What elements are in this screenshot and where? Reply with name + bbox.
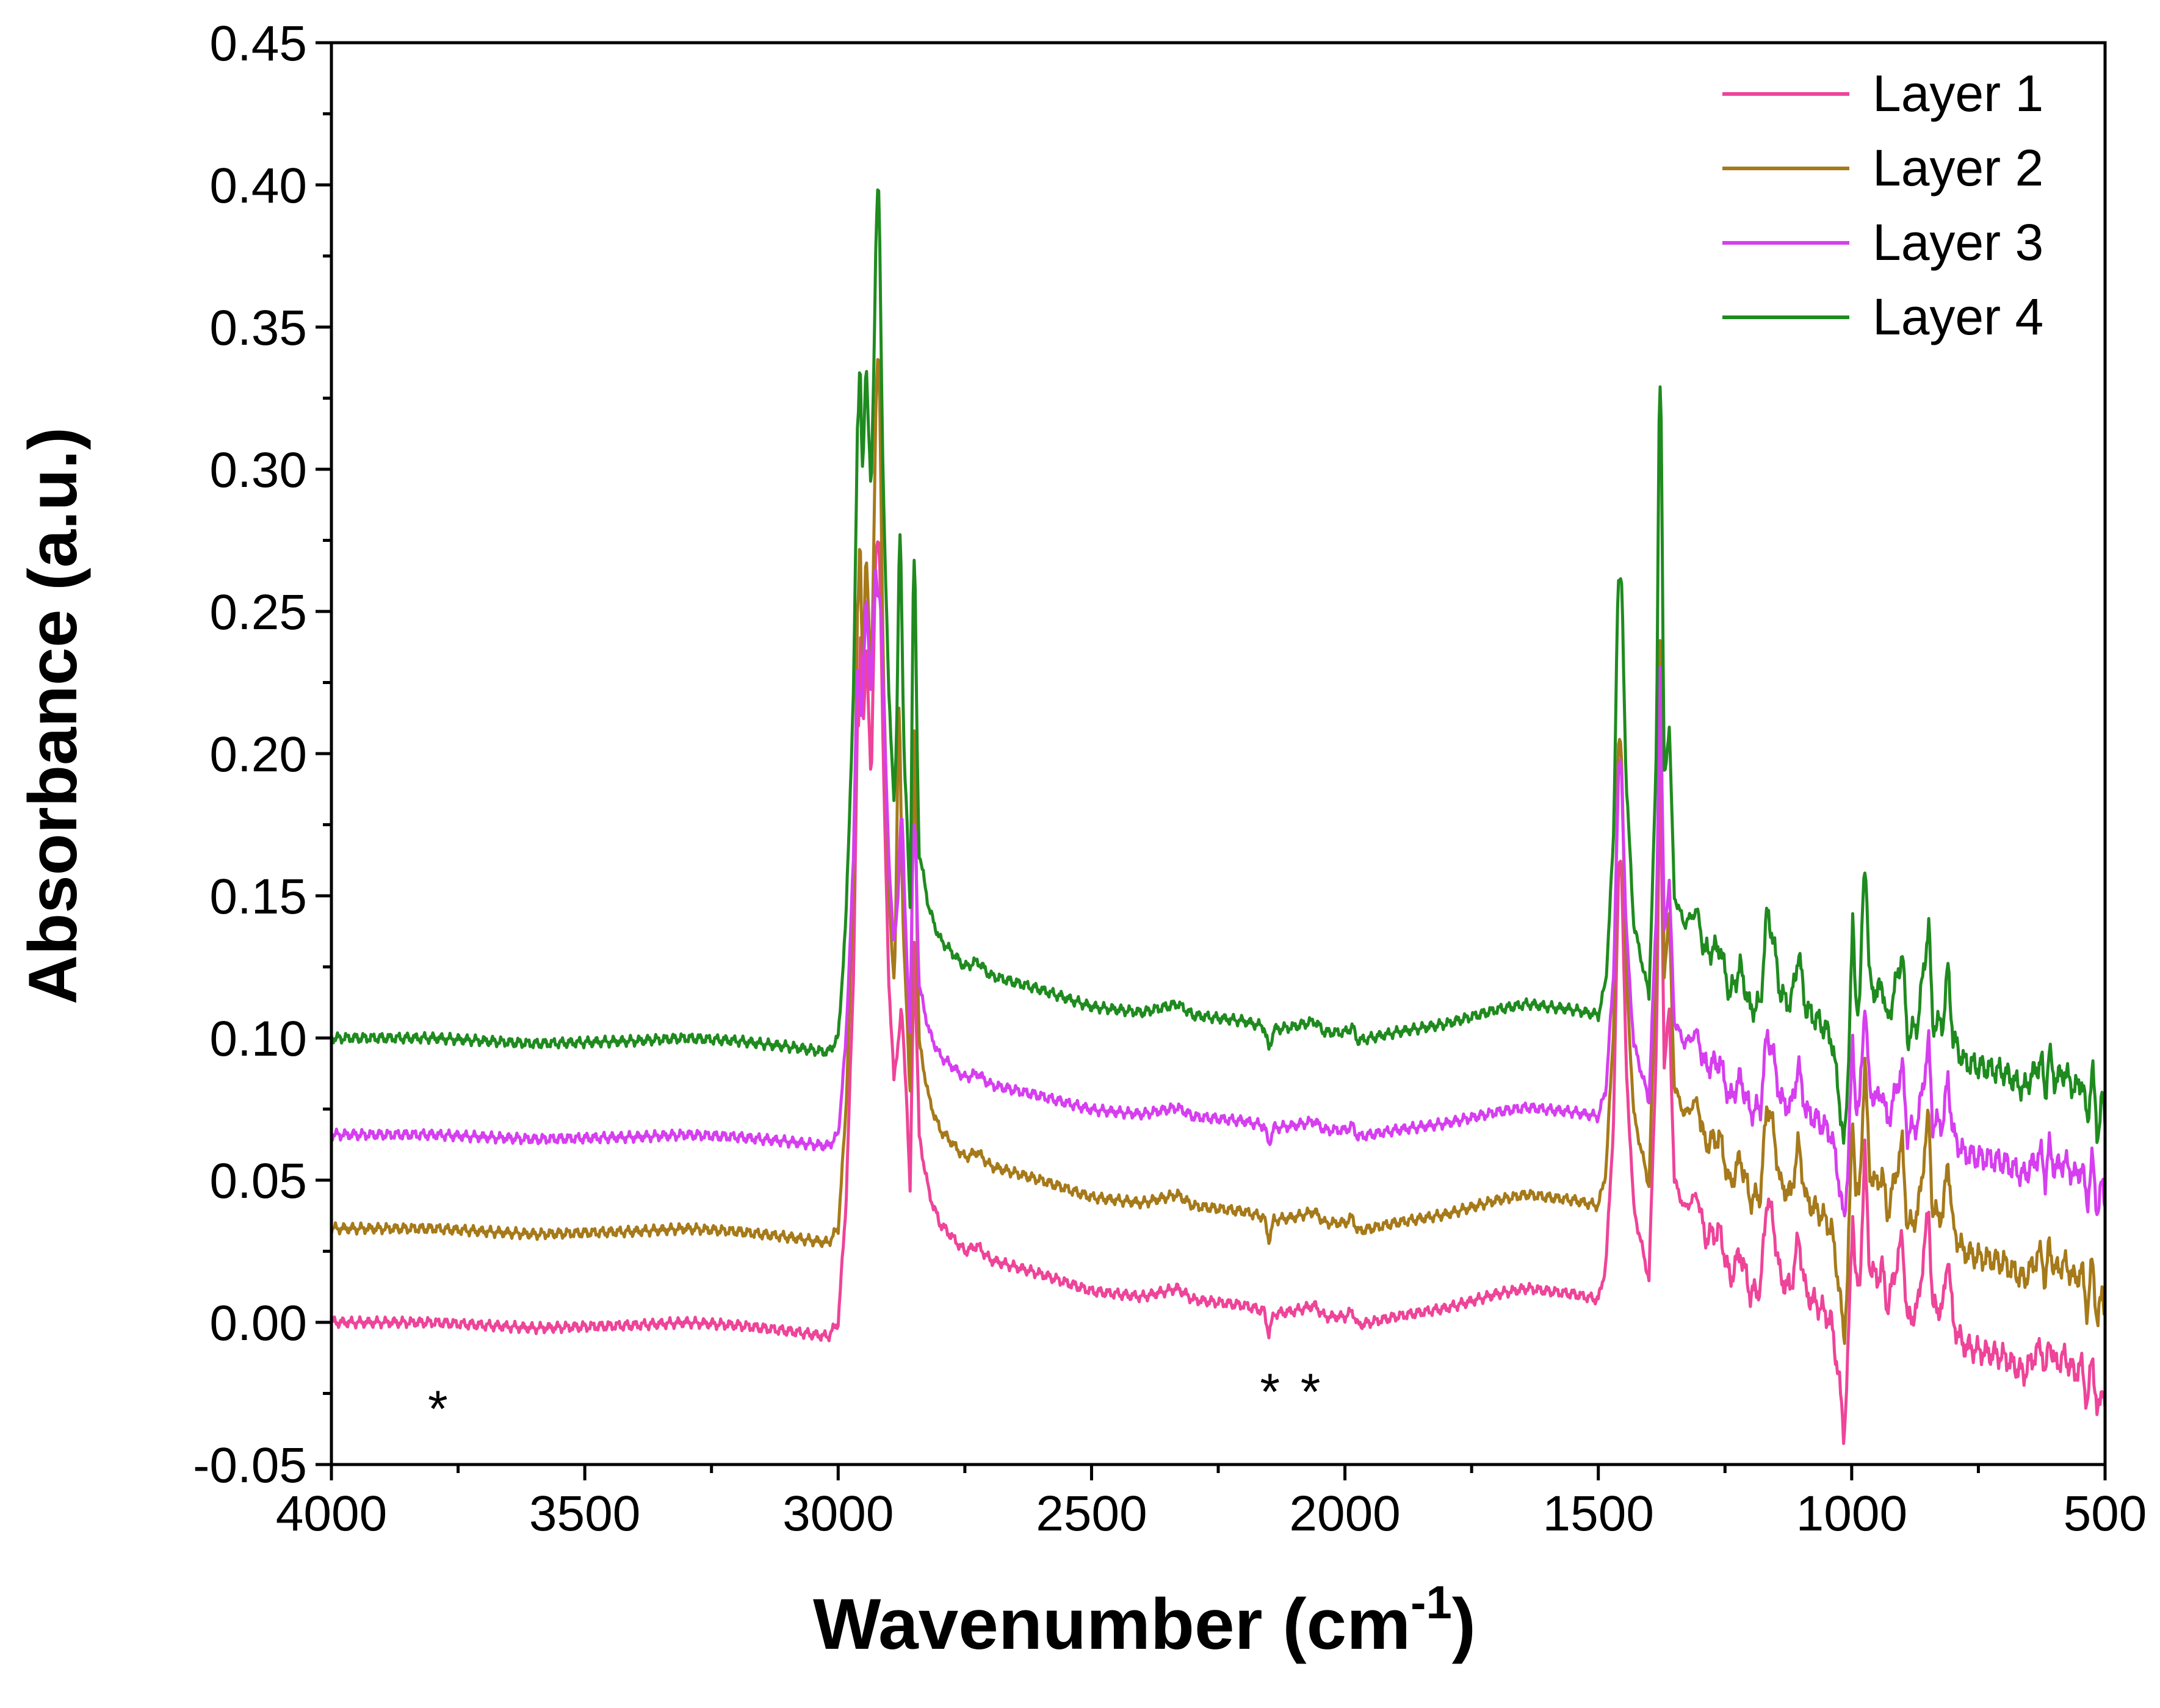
series-line-layer-2 <box>330 358 2106 1346</box>
x-axis-title-superscript: -1 <box>1411 1577 1452 1629</box>
series-line-layer-1 <box>330 540 2107 1445</box>
legend-label-layer-2: Layer 2 <box>1873 139 2043 196</box>
x-axis-title-main: Wavenumber (cm <box>813 1584 1411 1665</box>
x-tick-label: 2000 <box>1289 1486 1400 1541</box>
y-tick-label: 0.30 <box>209 442 307 498</box>
x-axis-title-end: ) <box>1452 1584 1476 1665</box>
x-tick-label: 3500 <box>529 1486 640 1541</box>
y-axis-title: Absorbance (a.u.) <box>15 427 91 1004</box>
y-tick-label: 0.00 <box>209 1295 307 1351</box>
y-tick-label: 0.20 <box>209 727 307 782</box>
legend-label-layer-1: Layer 1 <box>1873 65 2043 122</box>
x-tick-label: 4000 <box>276 1486 387 1541</box>
y-tick-label: 0.35 <box>209 300 307 356</box>
annotations: * * * <box>428 1363 1320 1438</box>
legend-label-layer-3: Layer 3 <box>1873 214 2043 271</box>
x-tick-label: 1500 <box>1543 1486 1654 1541</box>
x-tick-label: 3000 <box>782 1486 894 1541</box>
x-axis-title: Wavenumber (cm-1) <box>813 1577 1476 1665</box>
asterisk-annotation: * <box>1260 1363 1280 1421</box>
y-tick-label: 0.45 <box>209 16 307 71</box>
y-tick-label: -0.05 <box>193 1438 307 1493</box>
x-tick-label: 2500 <box>1036 1486 1147 1541</box>
axes-layer <box>330 41 2107 1466</box>
legend-label-layer-4: Layer 4 <box>1873 288 2043 345</box>
y-tick-label: 0.40 <box>209 158 307 214</box>
asterisk-annotation: * <box>428 1380 448 1437</box>
asterisk-annotation: * <box>1301 1363 1321 1421</box>
ticks-layer: 4000 3500 3000 2500 2000 1500 1000 500 -0.05 0.00… <box>193 16 2147 1541</box>
y-tick-label: 0.25 <box>209 585 307 640</box>
y-tick-label: 0.05 <box>209 1153 307 1209</box>
y-tick-label: 0.10 <box>209 1011 307 1067</box>
y-tick-label: 0.15 <box>209 869 307 924</box>
series-layer <box>330 188 2107 1445</box>
x-tick-label: 500 <box>2064 1486 2147 1541</box>
x-tick-label: 1000 <box>1796 1486 1907 1541</box>
series-line-layer-4 <box>330 188 2107 1145</box>
legend: Layer 1 Layer 2 Layer 3 Layer 4 <box>1722 65 2043 345</box>
series-line-layer-3 <box>330 568 2107 1218</box>
plot-frame <box>330 41 2107 1466</box>
